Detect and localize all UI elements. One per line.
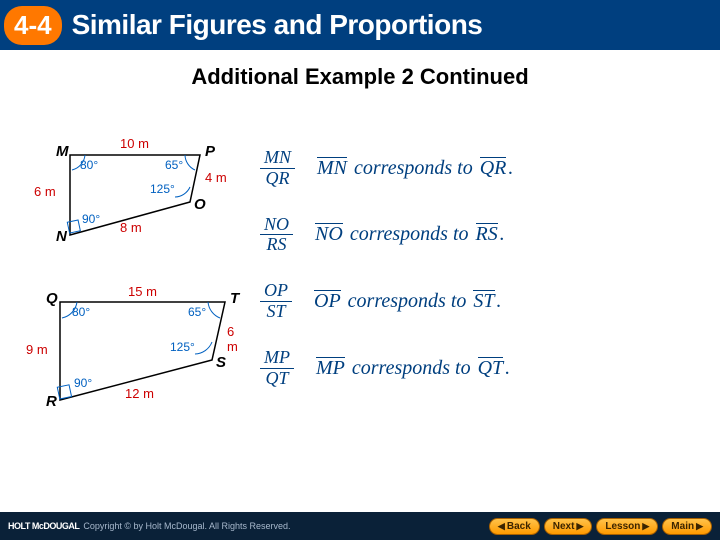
correspond-text-3: MP corresponds to QT. (314, 357, 510, 380)
correspond-text-2: OP corresponds to ST. (312, 290, 502, 313)
angle-m: 80° (80, 158, 98, 172)
triangle-right-icon: ▶ (576, 521, 583, 532)
publisher-logo: HOLT McDOUGAL (8, 521, 79, 531)
vertex-n: N (56, 228, 67, 245)
side-no: 8 m (120, 220, 142, 235)
angle-n: 90° (82, 212, 100, 226)
slide-subtitle: Additional Example 2 Continued (0, 64, 720, 90)
fraction-num: MP (260, 348, 294, 369)
side-mp: 10 m (120, 136, 149, 151)
triangle-right-icon: ▶ (696, 521, 703, 532)
segment: QR (480, 157, 507, 180)
segment: MP (316, 357, 345, 380)
side-rs: 12 m (125, 386, 154, 401)
angle-q: 80° (72, 305, 90, 319)
correspond-text-0: MN corresponds to QR. (315, 157, 513, 180)
side-qt: 15 m (128, 284, 157, 299)
vertex-p: P (205, 143, 215, 160)
fraction-1: NO RS (260, 215, 293, 256)
ratio-row-0: MN QR MN corresponds to QR. (260, 148, 720, 189)
footer-bar: HOLT McDOUGAL Copyright © by Holt McDoug… (0, 512, 720, 540)
angle-s: 125° (170, 340, 195, 354)
fraction-den: QR (262, 169, 294, 189)
angle-p: 65° (165, 158, 183, 172)
segment: NO (315, 223, 343, 246)
fraction-den: RS (263, 235, 291, 255)
next-button[interactable]: Next▶ (544, 518, 593, 535)
side-po: 4 m (205, 170, 227, 185)
segment: OP (314, 290, 341, 313)
fraction-den: ST (262, 302, 289, 322)
vertex-r: R (46, 393, 57, 410)
side-mn: 6 m (34, 184, 56, 199)
fraction-num: MN (260, 148, 295, 169)
nav-button-group: ◀Back Next▶ Lesson▶ Main▶ (489, 518, 712, 535)
triangle-right-icon: ▶ (642, 521, 649, 532)
fraction-2: OP ST (260, 281, 292, 322)
main-button[interactable]: Main▶ (662, 518, 712, 535)
lesson-button[interactable]: Lesson▶ (596, 518, 658, 535)
triangle-left-icon: ◀ (498, 521, 505, 532)
lesson-title: Similar Figures and Proportions (72, 9, 483, 41)
vertex-t: T (230, 290, 239, 307)
figure-qrst: Q T R S 15 m 6 m 12 m 9 m 80° 65° 125° 9… (30, 290, 240, 420)
figures-column: M P N O 10 m 4 m 8 m 6 m 80° 65° 125° 90… (30, 140, 260, 440)
angle-r: 90° (74, 376, 92, 390)
side-ts: 6 m (227, 324, 240, 354)
segment: RS (476, 223, 498, 246)
copyright-block: HOLT McDOUGAL Copyright © by Holt McDoug… (8, 521, 291, 531)
ratio-row-2: OP ST OP corresponds to ST. (260, 281, 720, 322)
segment: MN (317, 157, 347, 180)
ratio-row-1: NO RS NO corresponds to RS. (260, 215, 720, 256)
vertex-q: Q (46, 290, 58, 307)
content-area: M P N O 10 m 4 m 8 m 6 m 80° 65° 125° 90… (0, 140, 720, 440)
vertex-s: S (216, 354, 226, 371)
fraction-num: OP (260, 281, 292, 302)
fraction-3: MP QT (260, 348, 294, 389)
figure-mnop: M P N O 10 m 4 m 8 m 6 m 80° 65° 125° 90… (30, 140, 240, 270)
lesson-number-badge: 4-4 (4, 6, 62, 45)
vertex-m: M (56, 143, 69, 160)
copyright-text: Copyright © by Holt McDougal. All Rights… (83, 521, 290, 531)
angle-t: 65° (188, 305, 206, 319)
lesson-header: 4-4 Similar Figures and Proportions (0, 0, 720, 50)
angle-o: 125° (150, 182, 175, 196)
correspond-text-1: NO corresponds to RS. (313, 223, 505, 246)
segment: QT (478, 357, 504, 380)
segment: ST (473, 290, 494, 313)
fraction-den: QT (261, 369, 292, 389)
fraction-0: MN QR (260, 148, 295, 189)
back-button[interactable]: ◀Back (489, 518, 540, 535)
side-qr: 9 m (26, 342, 48, 357)
ratio-row-3: MP QT MP corresponds to QT. (260, 348, 720, 389)
fraction-num: NO (260, 215, 293, 236)
correspondence-column: MN QR MN corresponds to QR. NO RS NO cor… (260, 140, 720, 440)
vertex-o: O (194, 196, 206, 213)
